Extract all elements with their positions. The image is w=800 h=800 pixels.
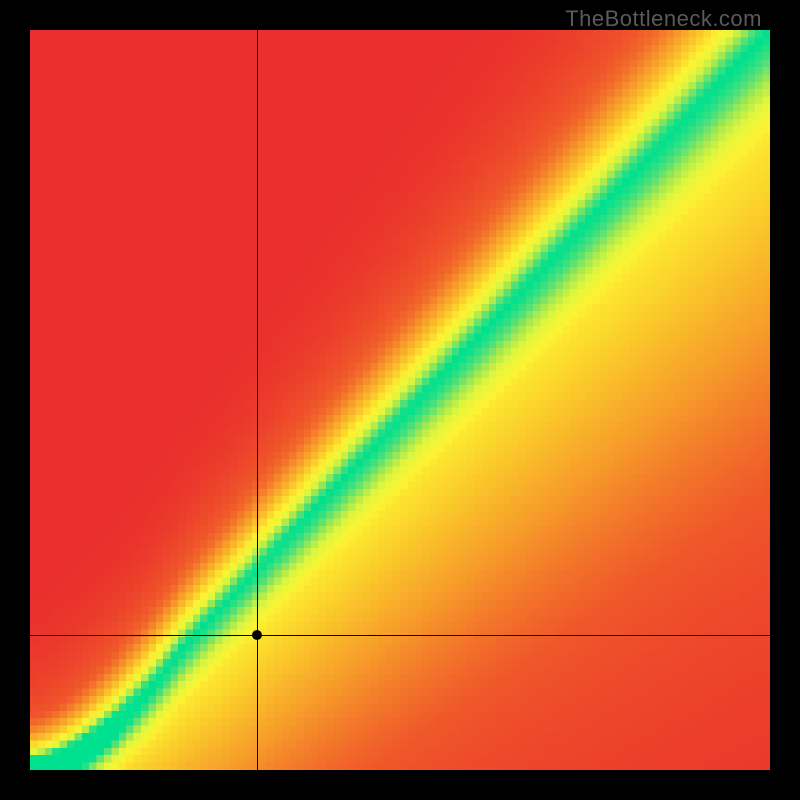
- crosshair-horizontal: [30, 635, 770, 636]
- crosshair-marker: [252, 630, 262, 640]
- crosshair-vertical: [257, 30, 258, 770]
- watermark-text: TheBottleneck.com: [565, 6, 762, 32]
- heatmap-canvas: [30, 30, 770, 770]
- plot-area: [30, 30, 770, 770]
